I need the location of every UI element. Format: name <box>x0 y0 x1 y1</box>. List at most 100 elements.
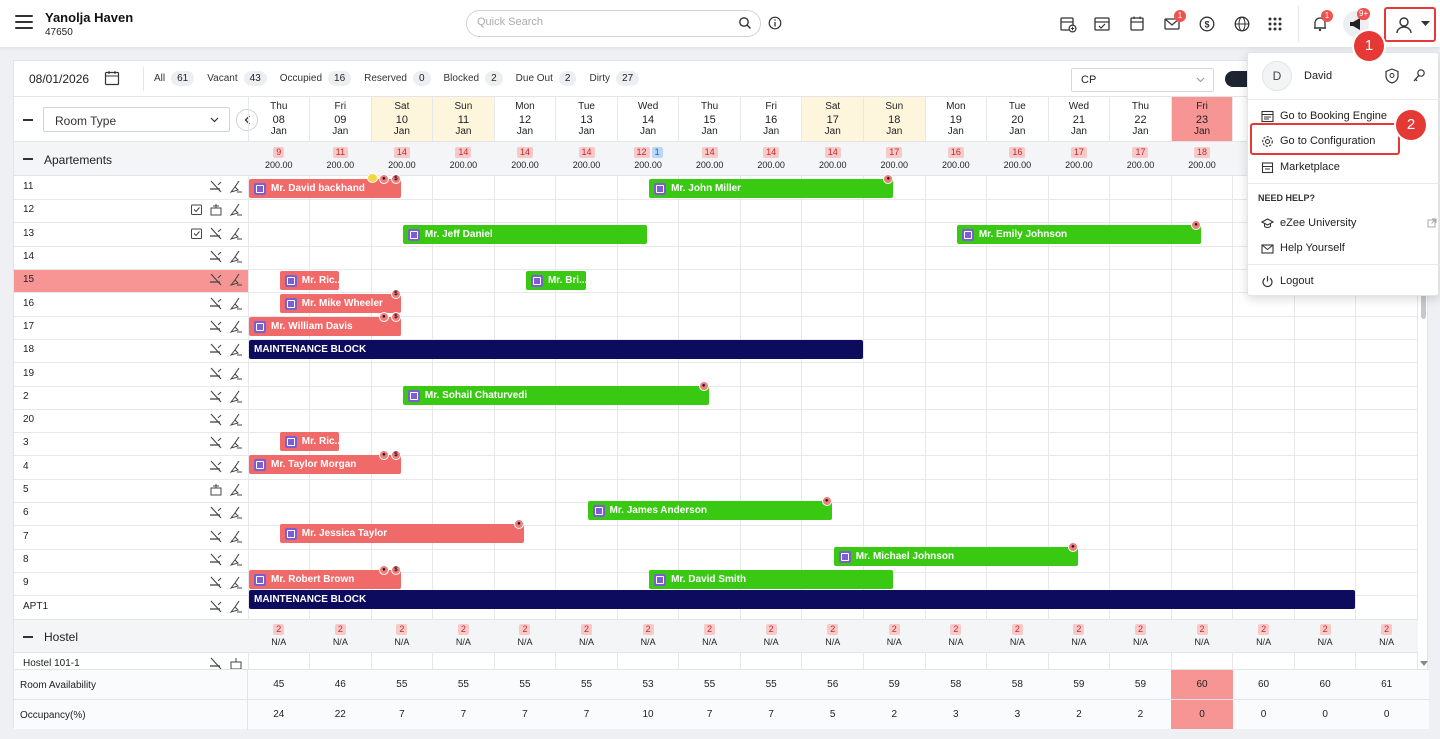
room-label[interactable]: 9 <box>23 577 29 588</box>
day-header[interactable]: Fri 23 Jan <box>1171 97 1233 141</box>
no-smoking-icon[interactable] <box>209 657 223 669</box>
day-header[interactable]: Sun 11 Jan <box>433 97 495 141</box>
cleaning-icon[interactable] <box>229 320 243 333</box>
currency-icon[interactable]: $ <box>1197 14 1217 34</box>
rate-plan-select[interactable]: CP <box>1071 68 1214 92</box>
room-type-select[interactable]: Room Type <box>43 107 230 132</box>
apps-grid-icon[interactable] <box>1265 14 1285 34</box>
calendar-picker-icon[interactable] <box>104 70 120 86</box>
quick-search[interactable] <box>466 10 761 37</box>
day-header[interactable]: Mon 12 Jan <box>494 97 556 141</box>
day-header[interactable]: Mon 19 Jan <box>925 97 987 141</box>
cleaning-icon[interactable] <box>229 180 243 193</box>
booking-bar[interactable]: Mr. David Smith <box>649 570 894 589</box>
no-smoking-icon[interactable] <box>209 250 223 263</box>
cleaning-icon[interactable] <box>229 600 243 613</box>
maintenance-block[interactable]: MAINTENANCE BLOCK <box>249 340 863 359</box>
menu-logout[interactable]: Logout <box>1260 270 1430 292</box>
room-label[interactable]: Hostel 101-1 <box>23 658 80 669</box>
cleaning-icon[interactable] <box>229 436 243 449</box>
booking-bar[interactable]: Mr. Michael Johnson ● <box>833 542 1078 566</box>
globe-icon[interactable] <box>1232 14 1252 34</box>
housekeeping-icon[interactable] <box>209 203 223 216</box>
booking-bar[interactable]: Mr. Bri... <box>525 271 587 290</box>
room-label[interactable]: 4 <box>23 461 29 472</box>
no-smoking-icon[interactable] <box>209 506 223 519</box>
room-label[interactable]: 5 <box>23 484 29 495</box>
cleaning-icon[interactable] <box>229 203 243 216</box>
day-header[interactable]: Wed 14 Jan <box>617 97 679 141</box>
no-smoking-icon[interactable] <box>209 413 223 426</box>
date-field[interactable]: 08/01/2026 <box>29 72 90 86</box>
no-smoking-icon[interactable] <box>209 553 223 566</box>
user-menu-button[interactable] <box>1384 7 1436 42</box>
no-smoking-icon[interactable] <box>209 600 223 613</box>
room-label[interactable]: 8 <box>23 554 29 565</box>
day-header[interactable]: Thu 15 Jan <box>679 97 741 141</box>
room-label[interactable]: 2 <box>23 391 29 402</box>
no-smoking-icon[interactable] <box>209 343 223 356</box>
mail-icon[interactable]: 1 <box>1162 10 1186 34</box>
cleaning-icon[interactable] <box>229 506 243 519</box>
booking-bar[interactable]: Mr. John Miller ● <box>649 174 894 198</box>
cleaning-icon[interactable] <box>229 227 243 240</box>
booking-bar[interactable]: Mr. Taylor Morgan $ ● <box>249 450 401 474</box>
day-header[interactable]: Fri 09 Jan <box>310 97 372 141</box>
menu-icon[interactable] <box>15 15 33 29</box>
day-header[interactable]: Wed 21 Jan <box>1048 97 1110 141</box>
no-smoking-icon[interactable] <box>209 576 223 589</box>
booking-bar[interactable]: Mr. James Anderson ● <box>587 496 832 520</box>
cleaning-icon[interactable] <box>229 413 243 426</box>
no-smoking-icon[interactable] <box>209 297 223 310</box>
chip-occupied[interactable]: Occupied 16 <box>280 71 352 86</box>
announcement-icon[interactable]: 9+ <box>1343 8 1371 37</box>
booking-bar[interactable]: Mr. Ric... <box>279 432 343 451</box>
no-smoking-icon[interactable] <box>209 436 223 449</box>
bell-icon[interactable]: 1 <box>1310 10 1333 34</box>
vertical-scrollbar[interactable] <box>1419 97 1429 669</box>
collapse-group-icon[interactable] <box>23 158 33 160</box>
cleaning-icon[interactable] <box>229 273 243 286</box>
booking-bar[interactable]: Mr. Emily Johnson ● <box>956 220 1201 244</box>
cleaning-icon[interactable] <box>229 530 243 543</box>
booking-bar[interactable]: Mr. Jessica Taylor ● <box>279 519 524 543</box>
room-label[interactable]: 11 <box>23 181 34 192</box>
day-header[interactable]: Thu 22 Jan <box>1110 97 1172 141</box>
cleaning-icon[interactable] <box>229 297 243 310</box>
cleaning-icon[interactable] <box>229 483 243 496</box>
calendar-icon[interactable] <box>1127 14 1147 34</box>
info-icon[interactable] <box>768 16 782 30</box>
menu-help-yourself[interactable]: Help Yourself <box>1260 237 1430 259</box>
cleaning-icon[interactable] <box>229 343 243 356</box>
day-header[interactable]: Tue 13 Jan <box>556 97 618 141</box>
cleaning-icon[interactable] <box>229 460 243 473</box>
menu-marketplace[interactable]: Marketplace <box>1260 156 1430 178</box>
scrollbar-thumb[interactable] <box>1421 287 1426 319</box>
room-label[interactable]: 19 <box>23 368 35 379</box>
inspected-icon[interactable] <box>190 203 203 216</box>
room-label[interactable]: 13 <box>23 228 35 239</box>
cleaning-icon[interactable] <box>229 250 243 263</box>
partial-dark-button[interactable] <box>1225 71 1250 87</box>
maintenance-block[interactable]: MAINTENANCE BLOCK <box>249 590 1355 609</box>
menu-ezee-university[interactable]: eZee University <box>1260 212 1437 234</box>
room-label[interactable]: 17 <box>23 321 35 332</box>
housekeeping-icon[interactable] <box>209 483 223 496</box>
day-header[interactable]: Tue 20 Jan <box>987 97 1049 141</box>
no-smoking-icon[interactable] <box>209 530 223 543</box>
booking-bar[interactable]: Mr. Mike Wheeler $ <box>279 289 401 313</box>
cleaning-icon[interactable] <box>229 576 243 589</box>
room-label[interactable]: 20 <box>23 414 35 425</box>
chip-due-out[interactable]: Due Out 2 <box>516 71 577 86</box>
cleaning-icon[interactable] <box>229 367 243 380</box>
no-smoking-icon[interactable] <box>209 367 223 380</box>
no-smoking-icon[interactable] <box>209 227 223 240</box>
search-icon[interactable] <box>738 16 752 30</box>
chip-vacant[interactable]: Vacant 43 <box>207 71 267 86</box>
day-header[interactable]: Sat 17 Jan <box>802 97 864 141</box>
day-header[interactable]: Sun 18 Jan <box>864 97 926 141</box>
chip-reserved[interactable]: Reserved 0 <box>364 71 431 86</box>
booking-bar[interactable]: Mr. Jeff Daniel <box>402 225 648 244</box>
room-label[interactable]: 15 <box>23 274 35 285</box>
chip-blocked[interactable]: Blocked 2 <box>444 71 503 86</box>
